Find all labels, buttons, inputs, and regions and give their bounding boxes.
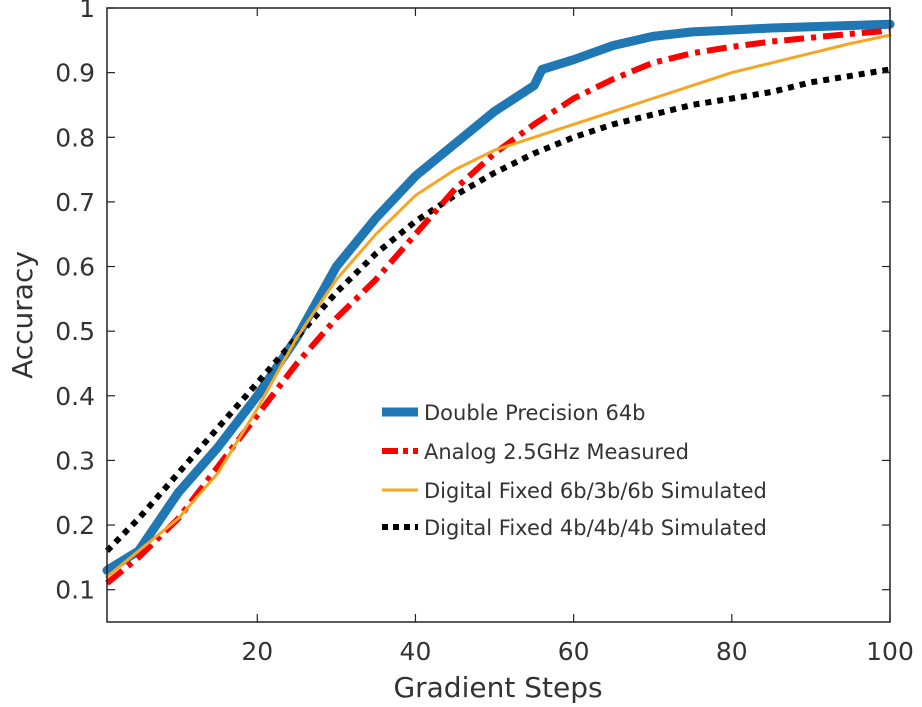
y-tick-label: 0.6 xyxy=(55,253,95,282)
x-tick-label: 60 xyxy=(558,637,590,666)
legend-label-4: Digital Fixed 4b/4b/4b Simulated xyxy=(424,516,767,540)
y-tick-label: 0.7 xyxy=(55,188,95,217)
y-tick-label: 0.4 xyxy=(55,382,95,411)
series-line-4 xyxy=(104,66,891,553)
legend: Double Precision 64b Analog 2.5GHz Measur… xyxy=(382,401,767,540)
plot-frame xyxy=(106,7,891,623)
ticks-layer: 20 40 60 80 100 0.1 0.2 0.3 0.4 0.5 0.6 0.7 0.8 0.9 1 xyxy=(55,0,914,666)
y-tick-label: 0.8 xyxy=(55,123,95,152)
y-tick-label: 0.1 xyxy=(55,576,95,605)
x-axis-title: Gradient Steps xyxy=(393,671,602,704)
legend-label-3: Digital Fixed 6b/3b/6b Simulated xyxy=(424,479,767,503)
y-axis-title: Accuracy xyxy=(6,251,39,379)
y-tick-label: 0.9 xyxy=(55,59,95,88)
series-line-1 xyxy=(102,19,895,575)
y-tick-label: 1 xyxy=(79,0,95,23)
x-tick-label: 80 xyxy=(716,637,748,666)
x-tick-label: 40 xyxy=(400,637,432,666)
series-layer xyxy=(102,19,895,586)
y-tick-label: 0.3 xyxy=(55,446,95,475)
x-tick-label: 20 xyxy=(241,637,273,666)
y-tick-label: 0.5 xyxy=(55,317,95,346)
y-tick-label: 0.2 xyxy=(55,511,95,540)
legend-label-2: Analog 2.5GHz Measured xyxy=(424,440,689,464)
legend-label-1: Double Precision 64b xyxy=(424,401,646,425)
series-line-3 xyxy=(105,33,892,579)
x-tick-label: 100 xyxy=(866,637,914,666)
